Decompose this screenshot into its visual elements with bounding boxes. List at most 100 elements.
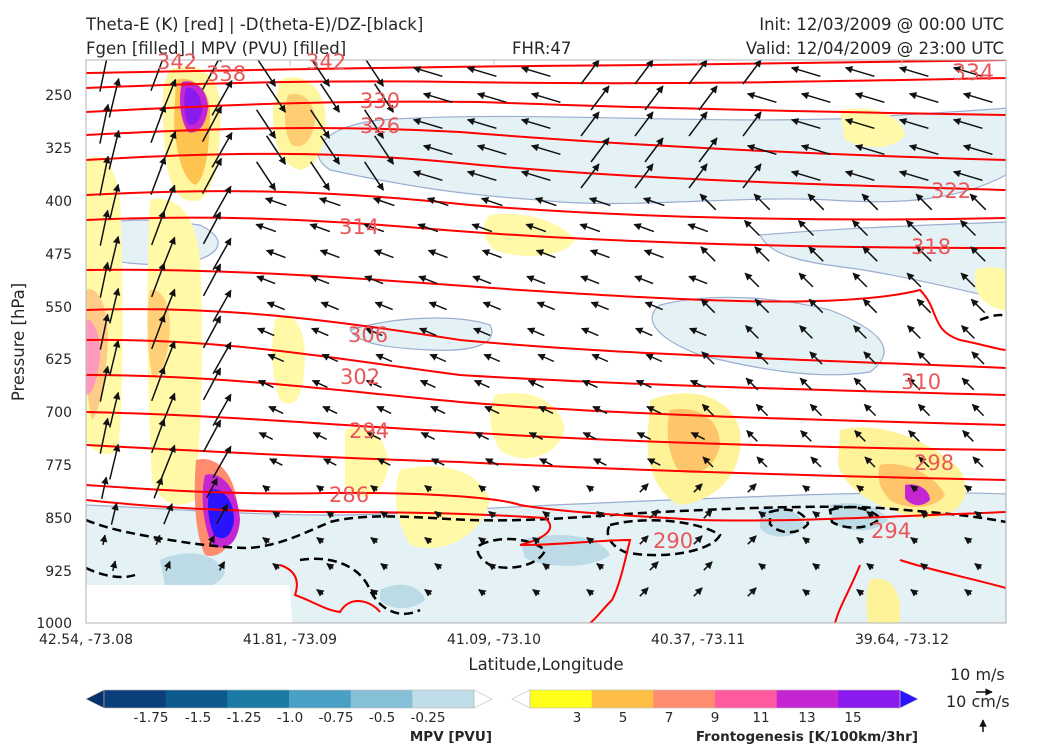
wind-arrow — [790, 66, 821, 78]
wind-arrow — [898, 170, 929, 182]
contour-label: 326 — [360, 114, 400, 138]
contour-label: 294 — [871, 519, 911, 543]
x-tick-label: 41.81, -73.09 — [243, 632, 337, 648]
wind-arrow — [906, 272, 922, 288]
wind-arrow — [99, 534, 108, 546]
wind-arrow — [478, 485, 487, 493]
wind-arrow — [201, 105, 223, 142]
wind-arrow — [100, 476, 109, 499]
wind-arrow — [262, 536, 271, 545]
wind-arrow — [649, 561, 659, 571]
wind-arrow — [810, 456, 822, 468]
fgen-colorbar-label: Frontogenesis [K/100km/3hr] — [696, 729, 918, 745]
x-axis: 42.54, -73.08 41.81, -73.09 41.09, -73.1… — [39, 632, 949, 674]
wind-arrow — [255, 161, 277, 191]
wind-arrow — [217, 560, 226, 571]
wind-arrow — [581, 379, 598, 389]
fgen-tick: 7 — [665, 710, 674, 726]
wind-arrow — [799, 325, 813, 339]
fgen-tick: 3 — [573, 710, 582, 726]
wind-arrow — [856, 485, 865, 493]
wind-arrow — [702, 456, 714, 468]
wind-arrow — [864, 456, 876, 468]
x-tick-label: 41.09, -73.10 — [447, 632, 541, 648]
wind-arrow — [800, 144, 831, 156]
wind-arrow — [580, 275, 600, 285]
wind-arrow — [109, 443, 121, 480]
wind-arrow — [687, 223, 709, 233]
wind-arrow — [812, 511, 821, 519]
wind-arrow — [311, 60, 331, 87]
contour-label: 318 — [911, 235, 951, 259]
wind-arrow — [266, 301, 285, 311]
contour-label: 342 — [157, 50, 197, 74]
contour-label: 302 — [340, 365, 380, 389]
mpv-colorbar-label: MPV [PVU] — [410, 729, 492, 745]
wind-arrow — [466, 66, 497, 78]
wind-arrow — [109, 339, 121, 376]
y-tick-label: 850 — [45, 511, 72, 527]
wind-arrow — [309, 223, 331, 233]
wind-arrow — [698, 137, 718, 163]
wind-arrow — [150, 314, 166, 350]
theta-e-contours — [86, 60, 1006, 623]
wind-arrow — [424, 588, 433, 597]
fgen-colorbar: 3 5 7 9 11 13 15 Frontogenesis [K/100km/… — [511, 689, 919, 745]
wind-arrow — [962, 430, 974, 442]
wind-vectors — [99, 60, 993, 597]
wind-arrow — [365, 379, 382, 389]
wind-arrow — [528, 432, 544, 440]
wind-arrow — [202, 263, 222, 297]
wind-arrow — [962, 144, 993, 156]
wind-arrow — [642, 197, 665, 207]
wind-arrow — [267, 353, 285, 363]
wind-arrow — [802, 485, 811, 493]
wind-arrow — [481, 249, 502, 259]
y-axis-label: Pressure [hPa] — [9, 283, 28, 401]
wind-arrow — [952, 66, 983, 78]
wind-arrow — [534, 197, 557, 207]
wind-arrow — [150, 104, 167, 143]
wind-arrow — [471, 223, 493, 233]
wind-arrow — [586, 536, 595, 545]
y-tick-label: 925 — [45, 564, 72, 580]
wind-arrow — [476, 144, 507, 156]
wind-arrow — [964, 485, 973, 493]
wind-arrow — [646, 405, 662, 415]
contour-label: 310 — [901, 370, 941, 394]
wind-arrow — [426, 197, 449, 207]
wind-arrow — [590, 301, 609, 311]
y-tick-label: 550 — [45, 300, 72, 316]
fgen-tick: 13 — [798, 710, 815, 726]
y-tick-label: 1000 — [36, 616, 72, 632]
title-line-2: Fgen [filled] | MPV (PVU) [filled] — [86, 39, 346, 58]
y-tick-label: 325 — [45, 141, 72, 157]
wind-arrow — [109, 235, 121, 272]
wind-arrow — [866, 511, 875, 519]
wind-arrow — [99, 417, 110, 454]
wind-arrow — [800, 92, 831, 104]
wind-arrow — [639, 587, 649, 597]
wind-arrow — [428, 301, 447, 311]
wind-arrow — [688, 111, 708, 137]
wind-arrow — [322, 405, 338, 415]
wind-arrow — [326, 511, 335, 519]
wind-arrow — [908, 144, 939, 156]
wind-arrow — [854, 92, 885, 104]
wind-arrow — [961, 377, 975, 391]
y-tick-label: 400 — [45, 194, 72, 210]
wind-arrow — [863, 351, 877, 365]
wind-arrow — [866, 562, 875, 571]
wind-arrow — [153, 476, 164, 499]
wind-arrow — [688, 60, 708, 85]
wind-arrow — [539, 458, 553, 466]
wind-arrow — [108, 129, 121, 170]
mpv-tick: -1.75 — [134, 710, 169, 726]
wind-arrow — [918, 456, 930, 468]
colorbar-extend-low — [85, 689, 105, 709]
wind-arrow — [99, 60, 108, 92]
plot-area — [86, 60, 1006, 623]
wind-arrow — [319, 249, 340, 259]
wind-arrow — [108, 77, 121, 118]
valid-time: Valid: 12/04/2009 @ 23:00 UTC — [746, 39, 1004, 58]
